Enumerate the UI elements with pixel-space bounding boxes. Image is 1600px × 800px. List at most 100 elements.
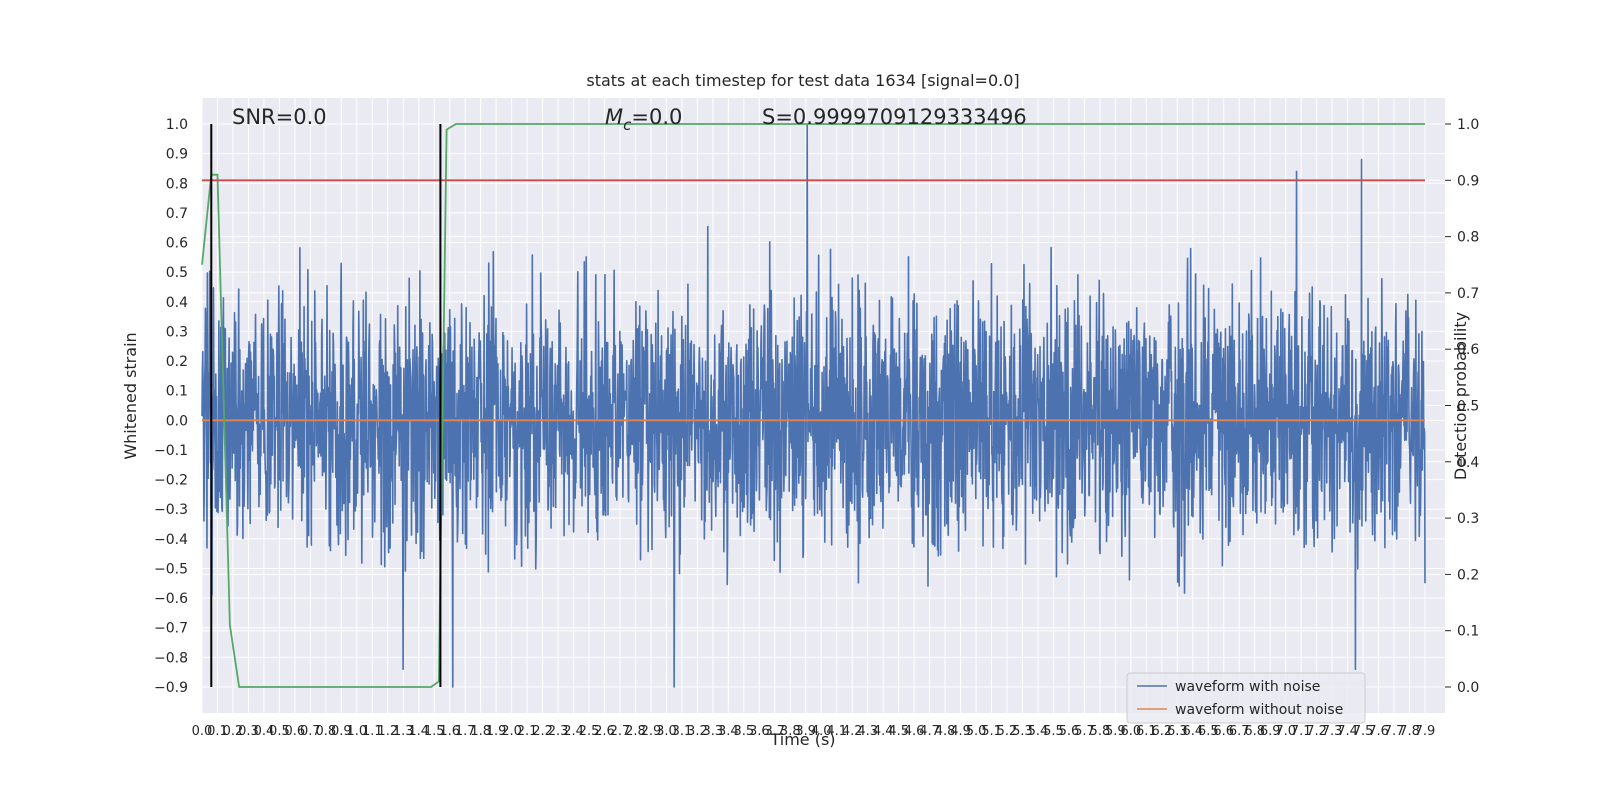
y-tick-label: 0.9: [166, 147, 188, 163]
legend-label-with-noise: waveform with noise: [1175, 679, 1320, 695]
x-tick-label: 7.9: [1415, 724, 1436, 739]
x-tick-label: 3.8: [780, 724, 801, 739]
x-tick-label: 2.9: [641, 724, 662, 739]
x-tick-label: 1.2: [377, 724, 398, 739]
x-tick-label: 4.1: [826, 724, 847, 739]
x-tick-label: 3.4: [718, 724, 739, 739]
x-tick-label: 1.8: [470, 724, 491, 739]
y-tick-label: −0.6: [154, 591, 188, 607]
legend: waveform with noise waveform without noi…: [1126, 672, 1366, 724]
detection-probability-line: [201, 123, 1425, 688]
y2-tick-label: 0.5: [1457, 399, 1479, 415]
x-tick-label: 2.7: [610, 724, 631, 739]
x-tick-label: 6.0: [1121, 724, 1142, 739]
y-tick-label: 0.5: [166, 265, 188, 281]
y2-tick-label: 0.6: [1457, 342, 1479, 358]
x-tick-label: 2.0: [501, 724, 522, 739]
x-tick-label: 4.7: [919, 724, 940, 739]
x-axis-label: Time (s): [769, 730, 835, 749]
x-tick-label: 6.7: [1229, 724, 1250, 739]
x-tick-label: 4.4: [873, 724, 894, 739]
x-tick-label: 5.8: [1090, 724, 1111, 739]
x-tick-label: 3.5: [733, 724, 754, 739]
x-tick-label: 2.8: [625, 724, 646, 739]
x-tick-label: 1.3: [393, 724, 414, 739]
y-tick-label: −0.2: [154, 473, 188, 489]
x-tick-label: 0.8: [316, 724, 337, 739]
x-tick-label: 3.6: [749, 724, 770, 739]
x-tick-label: 0.5: [269, 724, 290, 739]
x-tick-label: 1.7: [455, 724, 476, 739]
x-tick-label: 6.5: [1198, 724, 1219, 739]
x-tick-label: 0.6: [285, 724, 306, 739]
y2-tick-label: 0.4: [1457, 455, 1479, 471]
y-tick-label: 0.2: [166, 354, 188, 370]
x-tick-label: 0.2: [223, 724, 244, 739]
x-tick-label: 6.3: [1167, 724, 1188, 739]
x-tick-label: 0.4: [254, 724, 275, 739]
y-tick-label: −0.5: [154, 561, 188, 577]
y2-tick-label: 0.0: [1457, 680, 1479, 696]
x-tick-label: 7.8: [1399, 724, 1420, 739]
x-tick-label: 7.6: [1368, 724, 1389, 739]
y-tick-label: −0.4: [154, 532, 188, 548]
x-tick-label: 5.3: [1012, 724, 1033, 739]
y2-tick-label: 0.1: [1457, 624, 1479, 640]
x-tick-label: 3.1: [672, 724, 693, 739]
y2-tick-label: 1.0: [1457, 117, 1479, 133]
x-tick-label: 6.4: [1182, 724, 1203, 739]
x-tick-label: 2.5: [579, 724, 600, 739]
x-tick-label: 6.6: [1213, 724, 1234, 739]
x-tick-label: 0.1: [207, 724, 228, 739]
x-tick-label: 7.1: [1291, 724, 1312, 739]
x-tick-label: 5.6: [1059, 724, 1080, 739]
x-tick-label: 0.0: [192, 724, 213, 739]
y2-tick-label: 0.7: [1457, 286, 1479, 302]
x-tick-label: 6.9: [1260, 724, 1281, 739]
x-tick-label: 1.1: [362, 724, 383, 739]
x-tick-label: 2.1: [517, 724, 538, 739]
y-tick-label: 1.0: [166, 117, 188, 133]
x-tick-label: 7.4: [1337, 724, 1358, 739]
x-tick-label: 4.3: [857, 724, 878, 739]
series-waveform-with-noise: [201, 123, 1426, 688]
series-lines: [201, 123, 1425, 688]
x-tick-label: 7.0: [1275, 724, 1296, 739]
y2-axis-label: Detection probability: [1451, 312, 1470, 480]
y-tick-label: 0.0: [166, 413, 188, 429]
y-axis-label: Whitened strain: [121, 332, 140, 459]
mc-value: =0.0: [631, 105, 682, 129]
x-tick-label: 7.5: [1353, 724, 1374, 739]
y-tick-label: −0.7: [154, 621, 188, 637]
x-tick-label: 6.8: [1244, 724, 1265, 739]
x-tick-label: 5.1: [981, 724, 1002, 739]
x-tick-label: 1.6: [439, 724, 460, 739]
x-tick-label: 2.6: [594, 724, 615, 739]
x-tick-label: 1.9: [486, 724, 507, 739]
y2-tick-label: 0.8: [1457, 230, 1479, 246]
y-tick-label: 0.6: [166, 236, 188, 252]
vertical-markers: [210, 124, 442, 687]
x-tick-label: 3.0: [656, 724, 677, 739]
y-tick-label: 0.8: [166, 176, 188, 192]
x-tick-label: 6.1: [1136, 724, 1157, 739]
x-tick-label: 5.9: [1105, 724, 1126, 739]
x-tick-label: 4.5: [888, 724, 909, 739]
s-annotation: S=0.9999709129333496: [762, 105, 1027, 129]
waveform-with-noise-line: [201, 123, 1426, 688]
x-tick-label: 7.7: [1384, 724, 1405, 739]
x-tick-label: 5.2: [997, 724, 1018, 739]
x-tick-label: 4.0: [811, 724, 832, 739]
y2-tick-label: 0.3: [1457, 511, 1479, 527]
x-tick-label: 1.0: [346, 724, 367, 739]
axes: 0.00.10.20.30.40.50.60.70.80.91.01.11.21…: [154, 117, 1479, 739]
y-tick-label: −0.1: [154, 443, 188, 459]
y-tick-label: 0.3: [166, 324, 188, 340]
y2-tick-label: 0.2: [1457, 567, 1479, 583]
mc-symbol: M: [605, 105, 623, 129]
y-tick-label: 0.7: [166, 206, 188, 222]
x-tick-label: 3.7: [764, 724, 785, 739]
x-tick-label: 0.7: [300, 724, 321, 739]
x-tick-label: 2.2: [532, 724, 553, 739]
